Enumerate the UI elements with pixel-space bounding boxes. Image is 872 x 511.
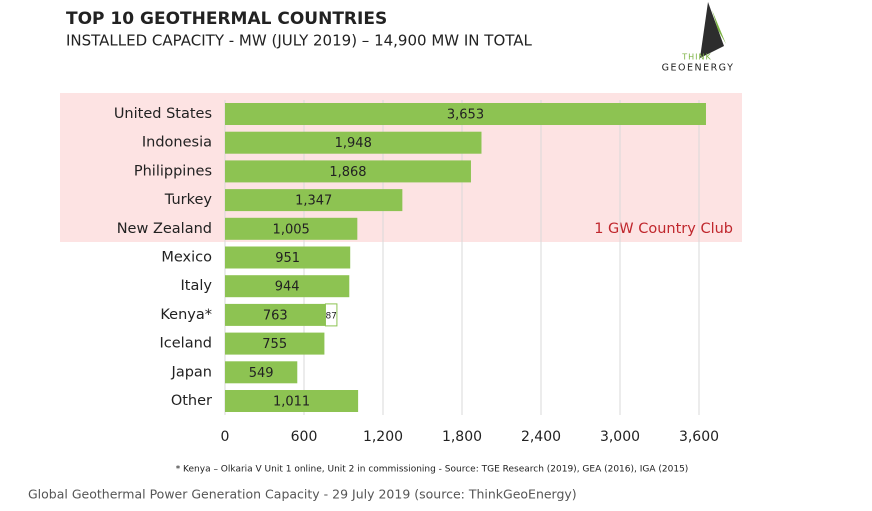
value-label: 951 — [275, 251, 300, 266]
category-label: Italy — [181, 278, 213, 294]
bar — [324, 303, 338, 327]
bar — [225, 217, 358, 240]
value-label: 1,011 — [273, 395, 310, 410]
bar — [225, 246, 351, 269]
value-label: 3,653 — [447, 108, 484, 123]
bar — [225, 275, 350, 298]
logo-text: THINK — [681, 53, 712, 62]
logo-accent — [712, 10, 726, 44]
logo-text: GEOENERGY — [662, 63, 735, 74]
category-label: New Zealand — [117, 221, 212, 237]
category-label: Mexico — [161, 250, 212, 266]
bar — [225, 131, 482, 154]
value-label: 549 — [249, 366, 274, 381]
category-label: United States — [114, 106, 212, 122]
category-label: Other — [171, 393, 212, 409]
x-tick-label: 2,400 — [521, 429, 561, 445]
bar — [225, 332, 325, 355]
x-tick-label: 1,200 — [363, 429, 403, 445]
category-label: Japan — [171, 364, 212, 380]
x-tick-label: 1,800 — [442, 429, 482, 445]
bar — [225, 103, 706, 125]
category-label: Turkey — [164, 192, 213, 208]
chart-title: TOP 10 GEOTHERMAL COUNTRIES — [66, 9, 387, 29]
bar — [225, 160, 471, 183]
value-label: 1,347 — [295, 194, 332, 209]
value-label: 755 — [262, 337, 287, 352]
bar — [225, 189, 403, 212]
footnote: * Kenya – Olkaria V Unit 1 online, Unit … — [176, 465, 689, 475]
category-label: Iceland — [160, 336, 212, 352]
logo: THINK GEOENERGY — [662, 2, 735, 74]
value-label: 944 — [275, 280, 300, 295]
category-label: Indonesia — [142, 135, 212, 151]
chart-subtitle: INSTALLED CAPACITY - MW (JULY 2019) – 14… — [66, 32, 533, 50]
category-label: Philippines — [134, 163, 212, 179]
annotation: 1 GW Country Club — [594, 221, 733, 237]
x-tick-label: 0 — [221, 429, 230, 445]
logo-shape — [700, 2, 724, 58]
bar — [225, 303, 326, 326]
caption: Global Geothermal Power Generation Capac… — [28, 487, 577, 502]
x-tick-label: 600 — [291, 429, 318, 445]
category-label: Kenya* — [160, 307, 212, 323]
value-label: 87 — [325, 311, 336, 321]
x-tick-label: 3,000 — [600, 429, 640, 445]
bar — [225, 390, 359, 412]
value-label: 1,005 — [273, 222, 310, 237]
value-label: 1,948 — [335, 136, 372, 151]
x-tick-label: 3,600 — [679, 429, 719, 445]
value-label: 763 — [263, 308, 288, 323]
bar — [225, 361, 298, 384]
value-label: 1,868 — [329, 165, 366, 180]
